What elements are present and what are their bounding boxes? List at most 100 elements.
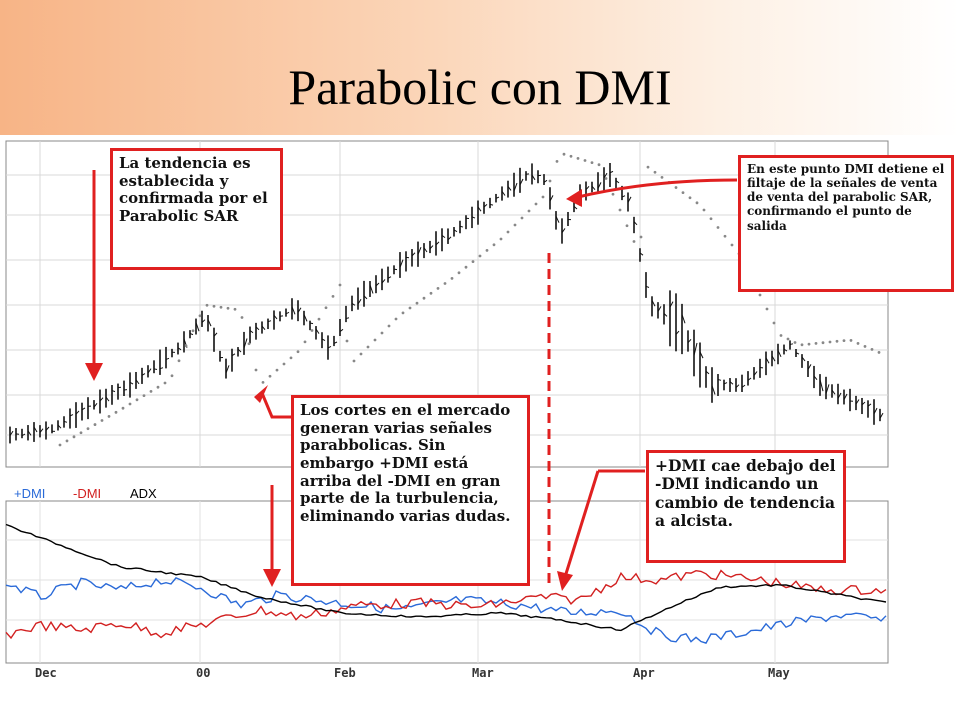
sar-dot <box>681 191 685 195</box>
sar-dot <box>877 351 881 354</box>
price-bar-tick <box>621 195 626 198</box>
sar-dot <box>401 311 405 315</box>
price-bar-tick <box>723 382 728 385</box>
price-bar-tick <box>627 196 632 203</box>
price-bar-tick <box>447 236 452 241</box>
x-tick-feb: Feb <box>334 666 356 680</box>
price-bar-tick <box>495 196 500 199</box>
price-bar-tick <box>489 203 494 206</box>
sar-dot <box>492 243 496 247</box>
sar-dot <box>289 356 293 360</box>
sar-dot <box>163 381 167 385</box>
price-bar-tick <box>753 371 758 376</box>
sar-dot <box>121 406 125 410</box>
sar-dot <box>632 240 636 243</box>
legend-adx: ADX <box>130 486 157 501</box>
sar-dot <box>527 209 531 213</box>
sar-dot <box>170 374 174 378</box>
price-bar-tick <box>363 295 368 300</box>
price-bar-tick <box>453 229 458 233</box>
price-bar-tick <box>645 285 650 288</box>
sar-dot <box>800 343 804 347</box>
sar-dot <box>205 303 209 307</box>
sar-dot <box>282 362 286 366</box>
sar-dot <box>135 398 139 402</box>
price-bar-tick <box>549 195 554 202</box>
price-bar-tick <box>813 375 818 380</box>
sar-dot <box>674 186 678 189</box>
sar-dot <box>730 243 734 247</box>
price-bar-tick <box>381 279 386 284</box>
price-bar-tick <box>651 300 656 307</box>
adx-line <box>5 523 887 632</box>
sar-dot <box>219 305 223 309</box>
price-bar-tick <box>291 306 296 315</box>
price-bar-tick <box>21 433 26 437</box>
sar-dot <box>303 340 307 344</box>
price-bar-tick <box>501 190 506 196</box>
plus-dmi-line <box>5 577 887 644</box>
sar-dot <box>821 341 825 345</box>
price-bar-tick <box>309 322 314 325</box>
price-bar-tick <box>801 356 806 362</box>
price-bar-tick <box>639 252 644 256</box>
legend-minus-dmi: -DMI <box>73 486 102 501</box>
price-bar-tick <box>513 182 518 192</box>
price-bar-tick <box>855 399 860 405</box>
sar-dot <box>835 339 839 343</box>
price-bar-tick <box>729 381 734 385</box>
sar-dot <box>359 352 363 356</box>
title-band <box>0 0 960 135</box>
price-bar-tick <box>33 426 38 433</box>
price-bar-tick <box>429 245 434 250</box>
price-bar-tick <box>831 389 836 395</box>
sar-dot <box>275 368 279 372</box>
price-bar-tick <box>717 379 722 381</box>
sar-dot <box>786 337 790 341</box>
price-bar-tick <box>333 341 338 344</box>
price-bar-tick <box>681 314 686 324</box>
price-bar-tick <box>657 306 662 312</box>
price-bar-tick <box>507 186 512 191</box>
price-bar-tick <box>201 319 206 323</box>
price-bar-tick <box>135 379 140 385</box>
sar-dot <box>450 277 454 280</box>
price-bar-tick <box>825 384 830 394</box>
sar-dot <box>716 226 720 229</box>
price-bar-tick <box>249 330 254 334</box>
minus-dmi-line <box>5 569 887 640</box>
price-bar-tick <box>57 424 62 429</box>
sar-dot <box>562 152 566 156</box>
price-bar-tick <box>669 301 674 308</box>
sar-dot <box>443 282 447 285</box>
price-bar-tick <box>327 345 332 349</box>
price-bar-tick <box>837 392 842 399</box>
price-bar-tick <box>585 185 590 191</box>
price-bar-tick <box>633 221 638 226</box>
price-bar-tick <box>189 333 194 336</box>
sar-dot <box>254 368 258 372</box>
x-tick-apr: Apr <box>633 666 655 680</box>
price-bar-tick <box>705 370 710 375</box>
sar-dot <box>415 301 419 305</box>
sar-dot <box>373 338 377 342</box>
price-bar-tick <box>441 234 446 239</box>
sar-dot <box>842 339 846 342</box>
sar-dot <box>646 165 650 169</box>
sar-dot <box>387 324 391 328</box>
sar-dot <box>177 359 181 363</box>
price-bar-tick <box>435 241 440 246</box>
sar-dot <box>758 293 762 297</box>
price-bar-tick <box>345 317 350 320</box>
sar-dot <box>597 163 601 167</box>
annotation-trend-established: La tendencia es establecida y confirmada… <box>110 148 283 270</box>
price-bar-tick <box>231 353 236 357</box>
sar-dot <box>422 296 426 300</box>
sar-dot <box>100 419 104 422</box>
price-bar-tick <box>225 365 230 374</box>
sar-dot <box>191 329 195 333</box>
price-bar-tick <box>399 259 404 268</box>
price-bar-tick <box>147 368 152 374</box>
price-bars <box>9 163 884 444</box>
sar-dot <box>149 390 153 393</box>
